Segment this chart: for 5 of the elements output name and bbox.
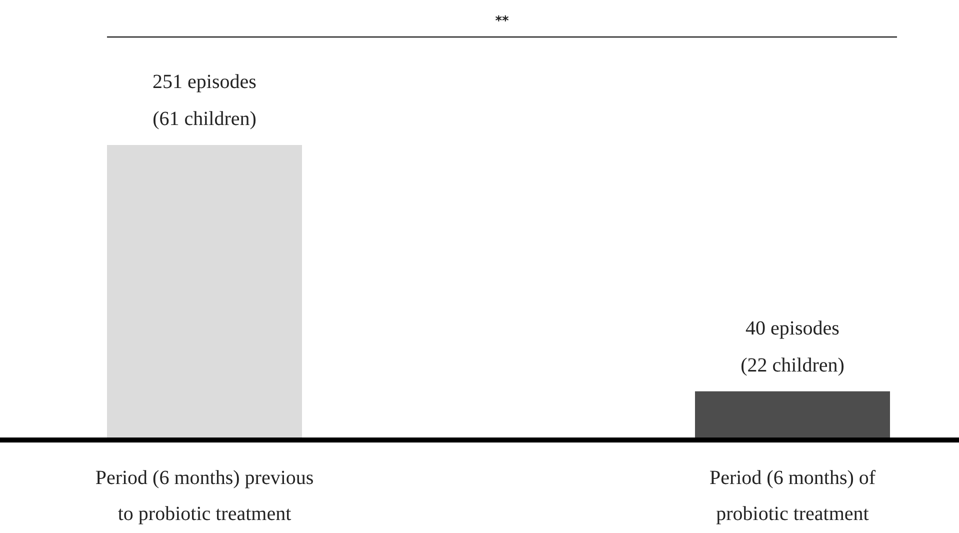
x-tick-label: Period (6 months) previous to probiotic treatment <box>95 467 314 525</box>
x-tick-label: Period (6 months) of probiotic treatment <box>709 467 876 525</box>
text: ** <box>495 14 509 29</box>
data-label: 40 episodes (22 children) <box>740 317 844 376</box>
data-label: 251 episodes (61 children) <box>152 71 257 130</box>
